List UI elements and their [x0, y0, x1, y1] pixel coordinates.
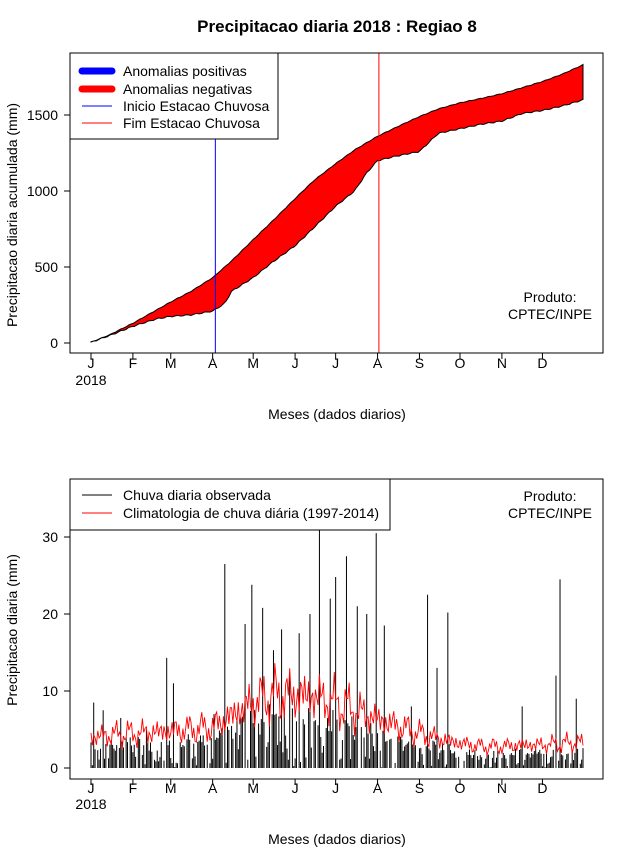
- legend-start-label: Inicio Estacao Chuvosa: [123, 98, 270, 114]
- legend-negative-label: Anomalias negativas: [123, 81, 252, 97]
- x-tick-label: J: [88, 780, 95, 796]
- x-tick-label: J: [332, 780, 339, 796]
- x-tick-label: S: [415, 780, 424, 796]
- legend-climatology-label: Climatologia de chuva diária (1997-2014): [123, 505, 379, 521]
- x-tick-label: F: [129, 355, 138, 371]
- chart-1-plot-frame: [69, 52, 604, 354]
- chart-1-y-axis: 0 500 1000 1500: [27, 107, 70, 351]
- x-tick-label: M: [247, 780, 259, 796]
- y-tick-label: 1500: [27, 107, 58, 123]
- x-tick-label: M: [165, 780, 177, 796]
- x-tick-label: F: [129, 780, 138, 796]
- chart-2-legend: Chuva diaria observada Climatologia de c…: [69, 478, 391, 531]
- chart-1-legend-box: [69, 52, 279, 140]
- chart-1-title: Precipitacao diaria 2018 : Regiao 8: [197, 17, 477, 36]
- legend-end-label: Fim Estacao Chuvosa: [123, 115, 260, 131]
- y-tick-label: 20: [42, 606, 58, 622]
- legend-positive-label: Anomalias positivas: [123, 63, 247, 79]
- x-tick-label: J: [292, 780, 299, 796]
- chart-2-credit-line-2: CPTEC/INPE: [508, 505, 592, 521]
- x-tick-label: A: [208, 780, 218, 796]
- x-tick-label: J: [88, 355, 95, 371]
- x-tick-label: A: [208, 355, 218, 371]
- x-tick-label: D: [537, 780, 547, 796]
- chart-2-observed-bars: [90, 529, 584, 768]
- y-tick-label: 0: [50, 760, 58, 776]
- y-tick-label: 10: [42, 683, 58, 699]
- chart-1-x-axis-label: Meses (dados diarios): [268, 406, 406, 422]
- legend-observed-label: Chuva diaria observada: [123, 487, 271, 503]
- x-tick-label: A: [373, 355, 383, 371]
- chart-2-legend-box: [69, 478, 391, 531]
- x-tick-label: O: [455, 355, 466, 371]
- x-tick-label: O: [455, 780, 466, 796]
- x-tick-label: S: [415, 355, 424, 371]
- y-tick-label: 500: [35, 259, 59, 275]
- chart-2-credit-line-1: Produto:: [524, 488, 577, 504]
- x-tick-label: M: [247, 355, 259, 371]
- chart-1-y-axis-label: Precipitacao diaria acumulada (mm): [4, 103, 20, 327]
- chart-2-y-axis: 0 10 20 30: [42, 529, 70, 776]
- x-tick-label: J: [332, 355, 339, 371]
- x-tick-label: D: [537, 355, 547, 371]
- chart-1-legend: Anomalias positivas Anomalias negativas …: [69, 52, 279, 140]
- x-tick-label: A: [373, 780, 383, 796]
- x-tick-label: J: [292, 355, 299, 371]
- x-tick-label: M: [165, 355, 177, 371]
- y-tick-label: 1000: [27, 183, 58, 199]
- chart-1-credit-line-2: CPTEC/INPE: [508, 306, 592, 322]
- chart-2-y-axis-label: Precipitacao diaria (mm): [4, 554, 20, 706]
- chart-2-x-axis-label: Meses (dados diarios): [268, 831, 406, 847]
- y-tick-label: 30: [42, 529, 58, 545]
- y-tick-label: 0: [50, 335, 58, 351]
- chart-2-climatology-line: [90, 663, 584, 756]
- chart-1-anomaly-area: [90, 63, 584, 343]
- chart-1-credit-line-1: Produto:: [524, 289, 577, 305]
- x-tick-label: N: [497, 355, 507, 371]
- chart-1-year-label: 2018: [75, 372, 106, 388]
- chart-2: 0 10 20 30 J F M A M J J A S O N D 2018 Meses (dados d…: [4, 478, 604, 847]
- chart-1: Precipitacao diaria 2018 : Regiao 8 0 500…: [4, 17, 604, 422]
- chart-2-year-label: 2018: [75, 796, 106, 812]
- x-tick-label: N: [497, 780, 507, 796]
